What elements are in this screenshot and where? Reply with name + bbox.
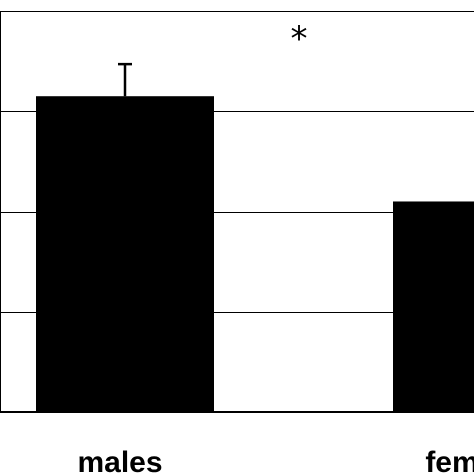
category-label-fem: fem — [425, 446, 474, 474]
category-labels: males fem — [77, 446, 474, 474]
error-bars — [118, 62, 132, 97]
bars — [36, 96, 474, 413]
category-label-males: males — [77, 446, 162, 474]
bar-males — [36, 96, 214, 413]
significance-marker: * — [291, 19, 308, 59]
bar-fem — [393, 201, 474, 412]
